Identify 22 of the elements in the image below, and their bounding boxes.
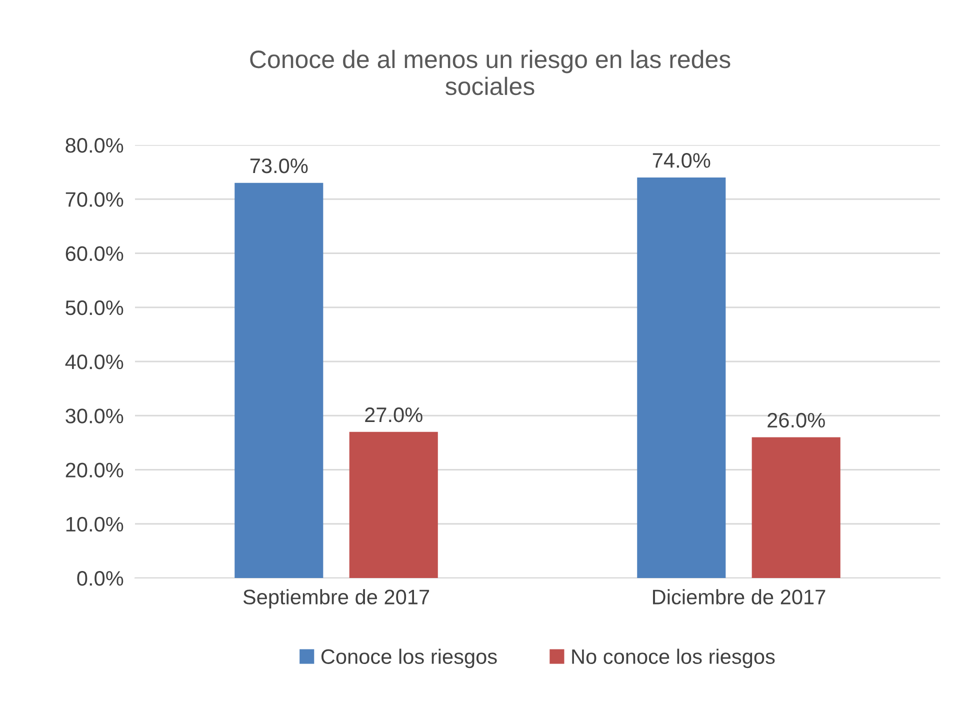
- data-label: 73.0%: [250, 158, 308, 174]
- bar: [349, 432, 438, 578]
- data-label: 74.0%: [652, 153, 710, 168]
- y-tick-label: 30.0%: [66, 408, 124, 424]
- y-tick-label: 40.0%: [65, 354, 124, 370]
- x-tick-label: Diciembre de 2017: [653, 589, 826, 604]
- y-tick-label: 50.0%: [66, 300, 124, 316]
- bar: [752, 437, 840, 578]
- y-tick-label: 80.0%: [66, 138, 124, 153]
- y-tick-label: 60.0%: [66, 246, 124, 262]
- legend-label: Conoce los riesgos: [321, 648, 497, 668]
- legend-label: No conoce los riesgos: [572, 648, 775, 668]
- x-tick-label: Septiembre de 2017: [243, 589, 430, 609]
- y-tick-label: 70.0%: [66, 192, 124, 207]
- y-tick-label: 10.0%: [66, 516, 124, 532]
- data-label: 27.0%: [365, 407, 422, 422]
- bar: [234, 182, 324, 578]
- y-tick-label: 20.0%: [66, 462, 124, 478]
- bar: [637, 177, 726, 578]
- chart-title: Conoce de al menos un riesgo en las redes sociales: [250, 50, 730, 96]
- data-label: 26.0%: [768, 412, 825, 428]
- y-tick-label: 0.0%: [77, 571, 124, 586]
